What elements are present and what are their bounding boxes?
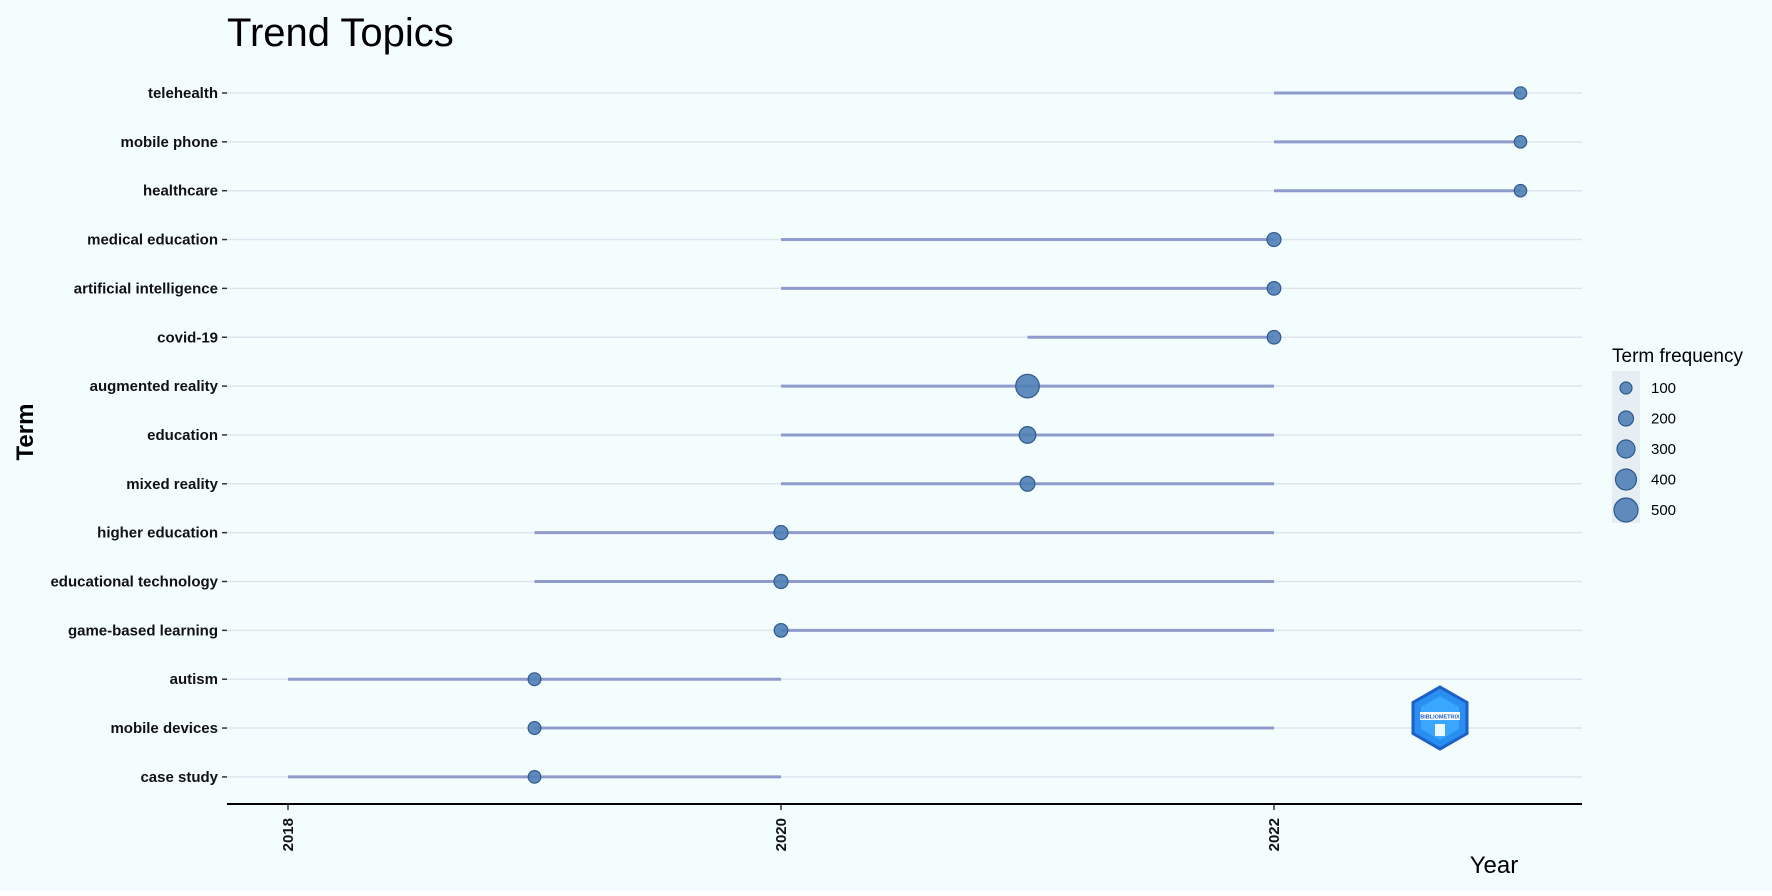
term-segments	[288, 91, 1521, 779]
y-tick-label: healthcare	[143, 183, 218, 200]
term-point	[527, 721, 542, 736]
x-tick-labels: 2018 2020 2022	[280, 804, 1283, 851]
legend-items: 100 200 300 400 500	[1613, 380, 1676, 523]
legend-label: 400	[1651, 472, 1676, 489]
term-point	[1018, 426, 1037, 444]
legend-label: 100	[1651, 380, 1676, 397]
x-tick-label: 2018	[280, 818, 297, 851]
y-tick-label: education	[147, 427, 218, 444]
term-point	[1513, 86, 1528, 100]
y-tick-label: mobile devices	[110, 720, 218, 737]
term-point	[527, 770, 542, 784]
term-point	[1266, 231, 1282, 248]
y-tick-label: covid-19	[157, 329, 218, 346]
x-tick-label: 2022	[1266, 818, 1283, 851]
legend-point	[1616, 439, 1636, 459]
legend-label: 300	[1651, 441, 1676, 458]
chart-title: Trend Topics	[227, 11, 454, 55]
legend-point	[1614, 468, 1638, 491]
y-axis-label: Term	[12, 404, 39, 461]
y-tick-labels: telehealth mobile phone healthcare medical …	[50, 85, 227, 786]
term-point	[1513, 135, 1528, 149]
term-point	[773, 573, 789, 590]
logo-mark	[1435, 724, 1445, 736]
x-axis-label: Year	[1470, 852, 1519, 879]
legend-title: Term frequency	[1612, 346, 1743, 367]
bibliometrix-logo: BIBLIOMETRIX	[1411, 685, 1469, 751]
legend-point	[1617, 410, 1635, 427]
term-point	[1015, 373, 1040, 399]
y-tick-label: educational technology	[50, 574, 218, 591]
legend-label: 200	[1651, 411, 1676, 428]
term-point	[773, 525, 789, 541]
legend-label: 500	[1651, 502, 1676, 519]
term-point	[1266, 329, 1282, 345]
y-tick-label: higher education	[97, 525, 218, 542]
term-point	[527, 672, 542, 687]
legend: Term frequency 100 200 300 400 500	[1612, 346, 1743, 523]
legend-point	[1619, 381, 1633, 395]
y-tick-label: autism	[170, 671, 218, 688]
term-point	[1019, 475, 1036, 492]
y-tick-label: case study	[140, 769, 218, 786]
x-tick-label: 2020	[773, 818, 790, 851]
logo-text: BIBLIOMETRIX	[1420, 715, 1460, 721]
y-tick-label: mixed reality	[126, 476, 218, 493]
term-point	[773, 622, 789, 638]
y-tick-label: game-based learning	[68, 622, 218, 639]
y-tick-label: telehealth	[148, 85, 218, 102]
legend-point	[1613, 497, 1639, 523]
term-points	[527, 86, 1528, 784]
y-tick-label: artificial intelligence	[74, 280, 218, 297]
term-point	[1266, 281, 1282, 296]
y-tick-label: mobile phone	[121, 134, 219, 151]
y-tick-label: medical education	[87, 232, 218, 249]
logo-band	[1420, 712, 1460, 720]
term-point	[1513, 183, 1528, 198]
y-tick-label: augmented reality	[90, 378, 219, 395]
